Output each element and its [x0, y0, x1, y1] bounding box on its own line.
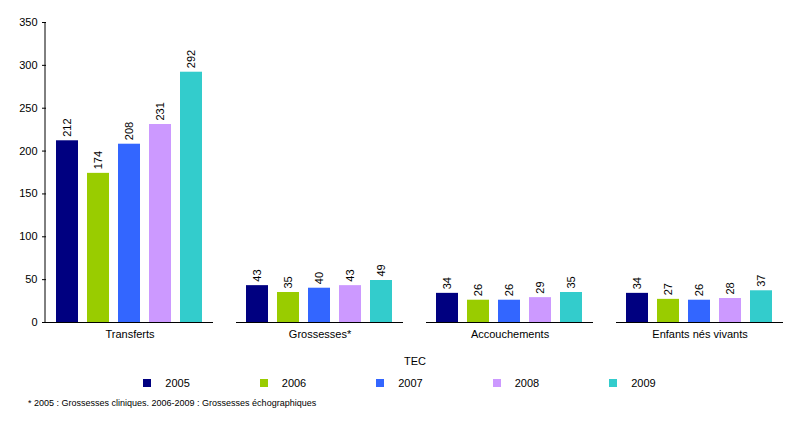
svg-text:174: 174 [92, 151, 104, 169]
svg-text:34: 34 [441, 277, 453, 289]
svg-text:28: 28 [724, 282, 736, 294]
svg-text:29: 29 [534, 281, 546, 293]
svg-text:37: 37 [755, 275, 767, 287]
svg-text:50: 50 [25, 273, 37, 285]
svg-text:Enfants nés vivants: Enfants nés vivants [652, 328, 748, 340]
svg-text:300: 300 [19, 59, 37, 71]
svg-text:0: 0 [31, 316, 37, 328]
svg-text:43: 43 [344, 269, 356, 281]
svg-text:212: 212 [61, 118, 73, 136]
html-text:2009: 2009 [631, 377, 656, 389]
html-text:* 2005 : Grossesses cliniques.: * 2005 : Grossesses cliniques. 2006-2009… [28, 398, 317, 408]
svg-text:TEC: TEC [404, 355, 426, 367]
svg-text:150: 150 [19, 187, 37, 199]
svg-text:26: 26 [693, 284, 705, 296]
svg-text:27: 27 [662, 283, 674, 295]
html-text:2008: 2008 [514, 377, 540, 389]
html-text:2006: 2006 [281, 377, 307, 389]
svg-text:292: 292 [185, 50, 197, 68]
html-text:2007: 2007 [398, 377, 423, 389]
svg-text:34: 34 [631, 277, 643, 289]
svg-text:35: 35 [282, 276, 294, 288]
svg-text:Accouchements: Accouchements [471, 328, 550, 340]
html-text:2005: 2005 [165, 377, 190, 389]
svg-text:43: 43 [251, 269, 263, 281]
svg-text:26: 26 [503, 284, 515, 296]
svg-text:250: 250 [19, 102, 37, 114]
svg-text:100: 100 [19, 230, 37, 242]
svg-text:350: 350 [19, 16, 37, 28]
svg-text:208: 208 [123, 122, 135, 140]
svg-text:231: 231 [154, 102, 166, 120]
svg-text:200: 200 [19, 145, 37, 157]
svg-text:26: 26 [472, 284, 484, 296]
svg-text:40: 40 [313, 272, 325, 284]
svg-text:49: 49 [375, 264, 387, 276]
svg-text:Transferts: Transferts [105, 328, 155, 340]
svg-text:35: 35 [565, 276, 577, 288]
svg-text:Grossesses*: Grossesses* [289, 328, 352, 340]
